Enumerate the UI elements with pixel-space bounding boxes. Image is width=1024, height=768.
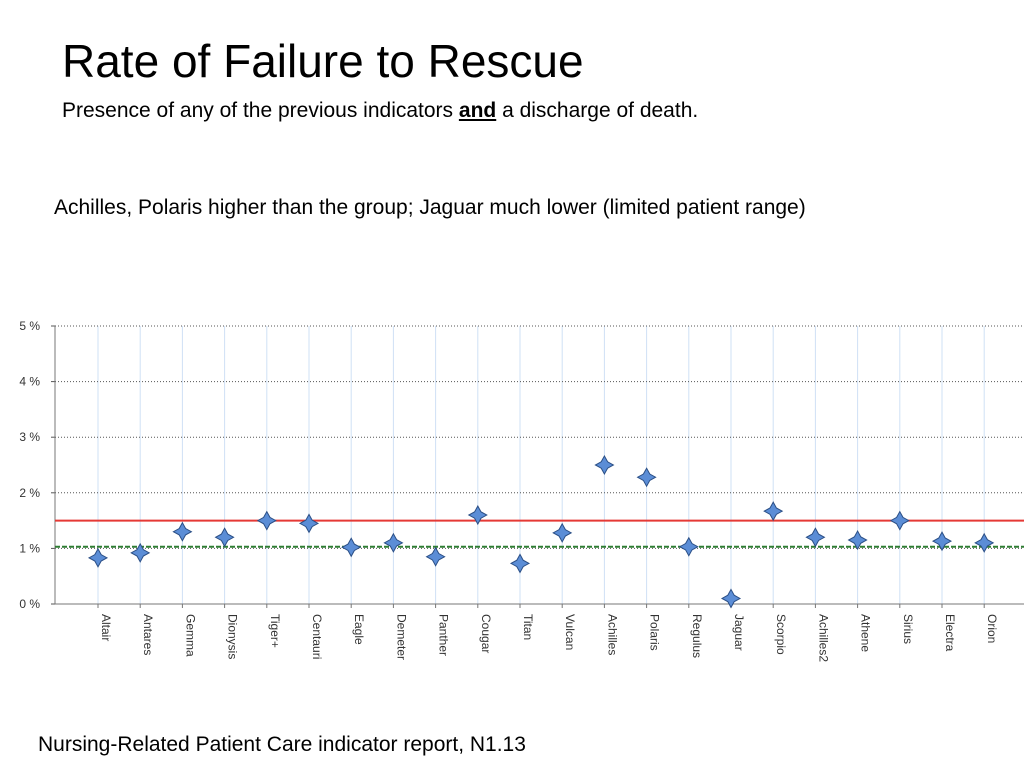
x-category-label: Scorpio	[774, 614, 788, 655]
x-category-label: Sirius	[901, 614, 915, 644]
data-point	[467, 505, 488, 526]
data-point	[889, 510, 910, 531]
x-category-label: Athene	[859, 614, 873, 652]
x-category-label: Dionysis	[226, 614, 240, 659]
data-point	[974, 532, 995, 553]
data-point	[298, 513, 320, 534]
slide-title: Rate of Failure to Rescue	[62, 35, 584, 87]
x-category-label: Electra	[943, 614, 957, 652]
x-category-label: Achilles2	[816, 614, 830, 662]
y-tick-label: 2 %	[19, 486, 40, 500]
x-category-label: Eagle	[352, 614, 366, 645]
data-point	[341, 537, 362, 558]
data-point	[763, 501, 784, 522]
x-category-label: Altair	[99, 614, 113, 641]
x-category-label: Panther	[437, 614, 451, 656]
chart-note: Achilles, Polaris higher than the group;…	[54, 196, 806, 219]
data-point	[552, 522, 573, 543]
slide-footer: Nursing-Related Patient Care indicator r…	[38, 733, 526, 756]
data-point	[509, 553, 531, 574]
y-tick-label: 4 %	[19, 375, 40, 389]
data-point	[931, 531, 953, 552]
data-point	[720, 588, 742, 609]
x-category-label: Titan	[521, 614, 535, 640]
data-point	[594, 454, 615, 476]
data-point	[678, 536, 699, 557]
x-category-label: Antares	[141, 614, 155, 655]
y-tick-label: 0 %	[19, 597, 40, 611]
x-category-label: Tiger+	[268, 614, 282, 648]
data-point	[87, 547, 109, 568]
x-category-label: Achilles	[605, 614, 619, 655]
data-point	[383, 532, 404, 553]
slide-subtitle: Presence of any of the previous indicato…	[62, 99, 698, 123]
data-point	[130, 542, 151, 563]
x-category-label: Regulus	[690, 614, 704, 658]
y-tick-label: 3 %	[19, 430, 40, 444]
x-category-label: Centauri	[310, 614, 324, 659]
data-point	[214, 527, 235, 548]
x-category-label: Cougar	[479, 614, 493, 653]
x-category-label: Jaguar	[732, 614, 746, 651]
data-point	[847, 530, 868, 551]
data-point	[805, 527, 826, 548]
subtitle-emphasis: and	[458, 99, 497, 122]
data-point	[256, 510, 277, 531]
x-category-label: Polaris	[648, 614, 662, 651]
y-tick-label: 1 %	[19, 541, 40, 555]
subtitle-text-post: a discharge of death.	[496, 99, 699, 122]
scatter-chart: 0 % 1 % 2 % 3 % 4 % 5 % Altair Antares Gemma Dion…	[19, 319, 1024, 662]
data-point	[636, 467, 657, 488]
x-category-label: Vulcan	[563, 614, 577, 650]
data-point	[425, 546, 446, 567]
x-category-label: Gemma	[183, 614, 197, 657]
x-category-label: Demeter	[394, 614, 408, 660]
data-point	[172, 521, 193, 542]
y-tick-label: 5 %	[19, 319, 40, 333]
x-category-label: Orion	[985, 614, 999, 643]
subtitle-text-pre: Presence of any of the previous indicato…	[62, 99, 459, 122]
